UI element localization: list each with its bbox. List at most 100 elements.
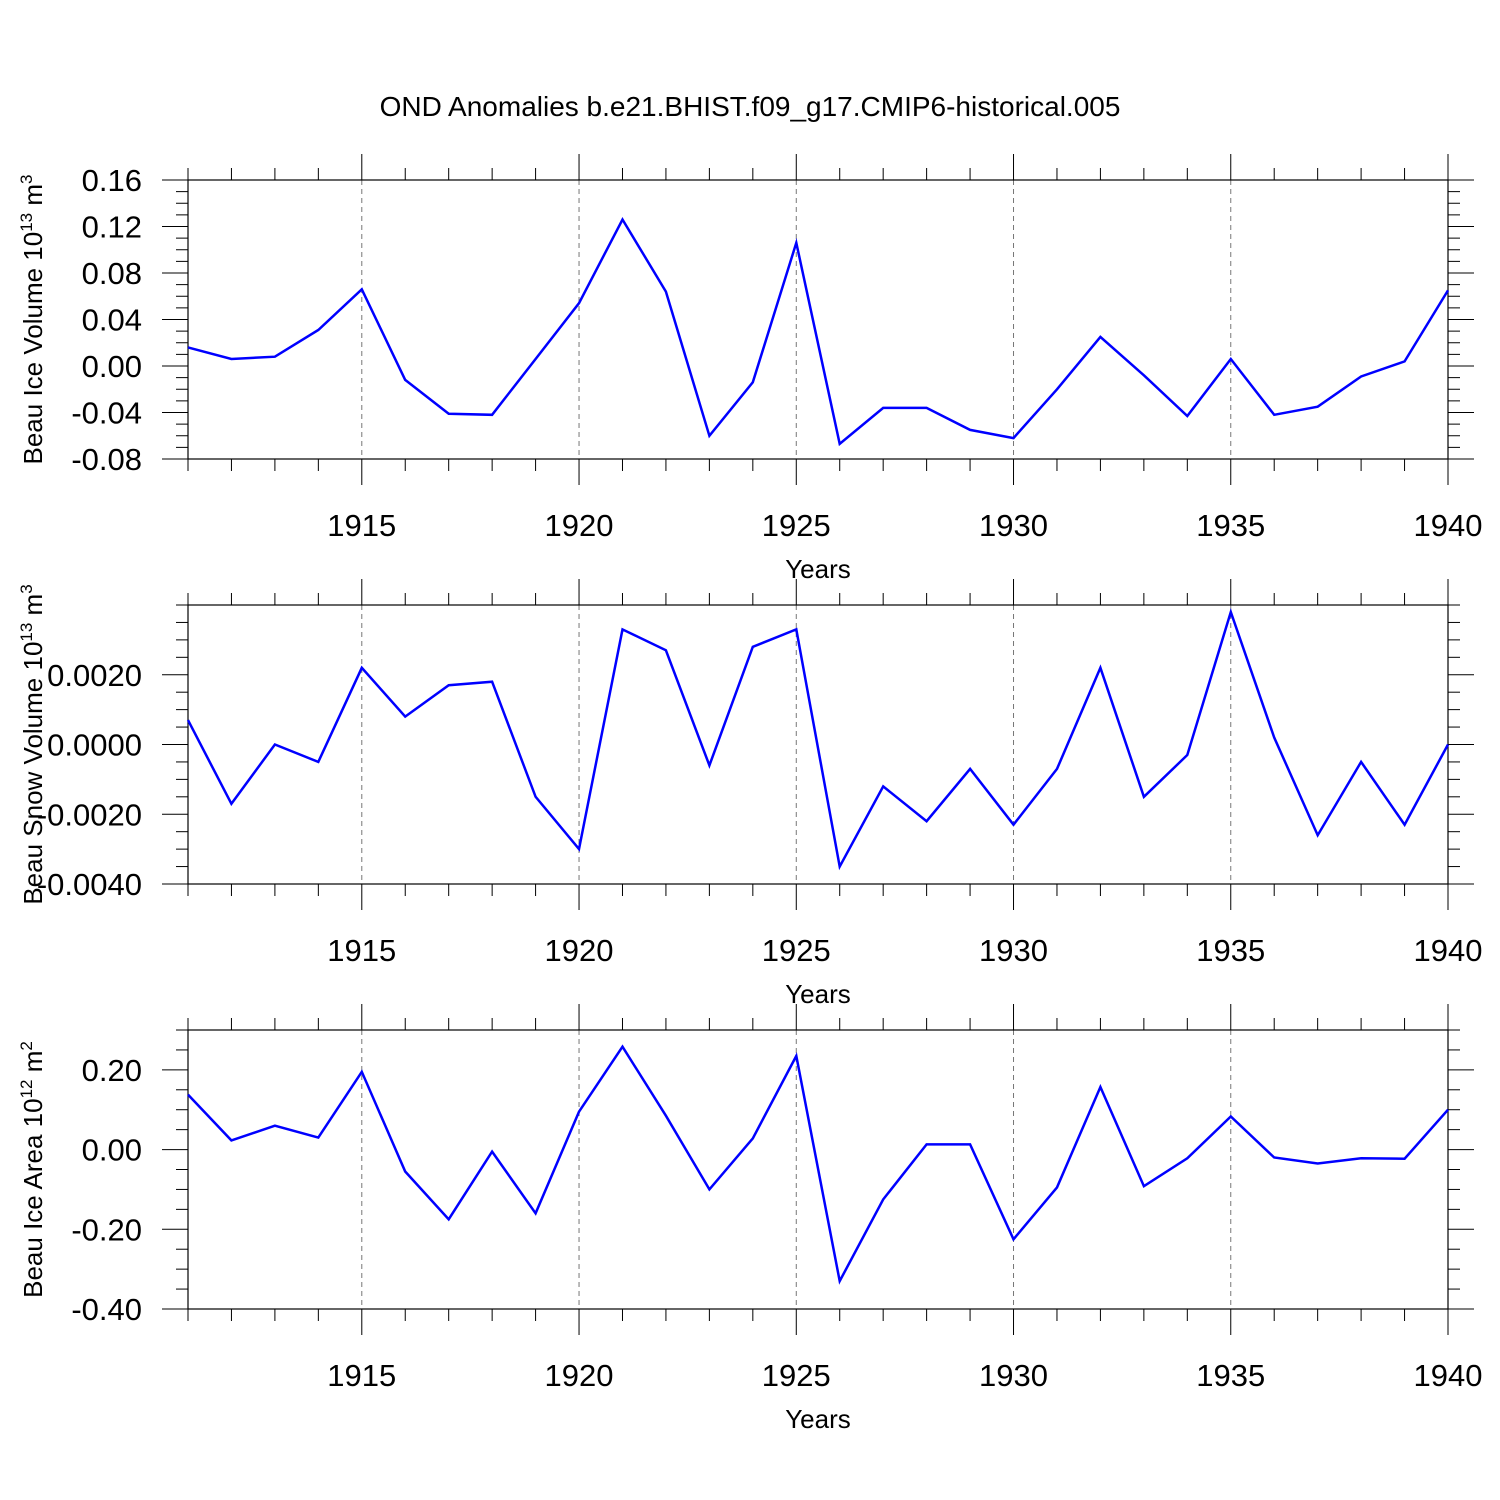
data-point <box>229 802 233 806</box>
data-point <box>620 1045 624 1049</box>
data-point <box>1098 335 1102 339</box>
y-tick-label: 0.04 <box>82 303 142 338</box>
data-point <box>1185 1156 1189 1160</box>
data-point <box>186 1093 190 1097</box>
data-point <box>1446 1108 1450 1112</box>
data-point <box>1142 373 1146 377</box>
x-tick-label: 1915 <box>327 933 396 968</box>
data-point <box>1316 833 1320 837</box>
data-point <box>881 1197 885 1201</box>
data-point <box>664 648 668 652</box>
data-point <box>664 1114 668 1118</box>
data-point <box>316 328 320 332</box>
y-tick-label: 0.20 <box>82 1053 142 1088</box>
data-point <box>1142 1184 1146 1188</box>
y-axis-label: Beau Snow Volume 1013 m3 <box>17 584 48 904</box>
data-point <box>968 767 972 771</box>
y-tick-label: 0.16 <box>82 163 142 198</box>
data-point <box>403 378 407 382</box>
x-tick-label: 1935 <box>1196 933 1265 968</box>
panel-snow-volume: -0.0040 -0.0020 0.0000 0.0020 1915 1920 1925 19… <box>17 579 1482 1009</box>
x-tick-label: 1935 <box>1196 508 1265 543</box>
y-axis-label: Beau Ice Volume 1013 m3 <box>17 175 48 465</box>
data-point <box>751 1136 755 1140</box>
y-tick-label: -0.20 <box>71 1212 142 1247</box>
data-point <box>316 760 320 764</box>
data-point <box>1012 1237 1016 1241</box>
y-tick-label: 0.00 <box>82 349 142 384</box>
data-point <box>1359 760 1363 764</box>
data-point <box>577 847 581 851</box>
series-line <box>187 1044 1449 1285</box>
x-axis-label: Years <box>785 1404 851 1434</box>
data-point <box>620 218 624 222</box>
data-point <box>577 301 581 305</box>
data-point <box>925 819 929 823</box>
x-tick-label: 1940 <box>1414 933 1483 968</box>
data-point <box>838 1279 842 1283</box>
y-tick-label: -0.0040 <box>37 867 142 902</box>
x-tick-label: 1930 <box>979 508 1048 543</box>
data-point <box>490 413 494 417</box>
y-tick-label: -0.40 <box>71 1292 142 1327</box>
x-axis-label: Years <box>785 554 851 584</box>
x-axis-label: Years <box>785 979 851 1009</box>
x-tick-label: 1920 <box>545 933 614 968</box>
data-point <box>1403 359 1407 363</box>
data-point <box>1316 1162 1320 1166</box>
data-point <box>1055 387 1059 391</box>
data-point <box>273 1124 277 1128</box>
data-point <box>186 345 190 349</box>
plot-frame <box>187 1029 1449 1310</box>
data-point <box>403 715 407 719</box>
data-point <box>534 357 538 361</box>
data-point <box>1446 288 1450 292</box>
series-line <box>187 216 1450 447</box>
data-point <box>1229 610 1233 614</box>
data-point <box>968 428 972 432</box>
plot-frame <box>187 179 1449 460</box>
x-tick-label: 1925 <box>762 933 831 968</box>
data-point <box>707 1187 711 1191</box>
x-tick-label: 1925 <box>762 508 831 543</box>
panel-ice-area: -0.40 -0.20 0.00 0.20 1915 1920 1925 1930 1935 19… <box>17 1004 1482 1434</box>
y-tick-label: -0.0020 <box>37 797 142 832</box>
data-point <box>1316 405 1320 409</box>
data-point <box>794 1054 798 1058</box>
data-point <box>751 645 755 649</box>
x-tick-label: 1935 <box>1196 1358 1265 1393</box>
data-point <box>490 1150 494 1154</box>
y-tick-label: 0.00 <box>82 1133 142 1168</box>
data-point <box>1098 666 1102 670</box>
x-tick-label: 1915 <box>327 508 396 543</box>
data-point <box>1446 743 1450 747</box>
x-tick-label: 1930 <box>979 1358 1048 1393</box>
data-point <box>360 287 364 291</box>
x-tick-label: 1940 <box>1414 1358 1483 1393</box>
data-point <box>925 1142 929 1146</box>
x-tick-label: 1920 <box>545 1358 614 1393</box>
data-point <box>534 1211 538 1215</box>
data-point <box>577 1110 581 1114</box>
data-point <box>447 412 451 416</box>
series-line <box>186 607 1450 871</box>
data-point <box>707 434 711 438</box>
y-tick-label: 0.0020 <box>47 658 142 693</box>
y-tick-label: 0.08 <box>82 256 142 291</box>
data-point <box>490 680 494 684</box>
y-axis-label: Beau Ice Area 1012 m2 <box>17 1041 48 1298</box>
data-point <box>1229 1114 1233 1118</box>
data-point <box>1272 736 1276 740</box>
data-point <box>1272 1156 1276 1160</box>
data-point <box>229 357 233 361</box>
data-point <box>1185 753 1189 757</box>
data-point <box>1272 413 1276 417</box>
data-point <box>1403 823 1407 827</box>
x-tick-label: 1920 <box>545 508 614 543</box>
data-point <box>1012 436 1016 440</box>
panel-ice-volume: -0.08 -0.04 0.00 0.04 0.08 0.12 0.16 1915 1920 19… <box>17 154 1482 584</box>
data-point <box>968 1142 972 1146</box>
data-point <box>1185 414 1189 418</box>
data-point <box>881 406 885 410</box>
